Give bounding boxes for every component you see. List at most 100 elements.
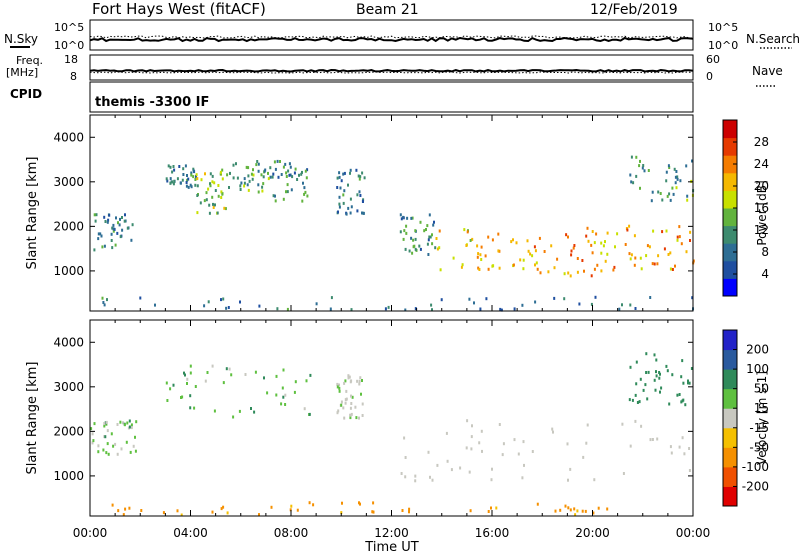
nsky-label: N.Sky — [4, 32, 38, 46]
x-tick-label: 20:00 — [575, 526, 610, 540]
echo-cell — [119, 217, 121, 221]
echo-cell — [337, 210, 339, 214]
echo-cell — [285, 190, 287, 194]
echo-cell — [275, 393, 278, 397]
echo-cell — [358, 416, 360, 420]
echo-cell — [624, 243, 627, 246]
echo-cell — [275, 374, 278, 378]
echo-cell — [103, 424, 106, 428]
echo-cell — [247, 166, 250, 170]
echo-cell — [340, 511, 343, 515]
echo-cell — [90, 427, 93, 431]
echo-cell — [361, 379, 363, 382]
echo-cell — [645, 352, 648, 356]
echo-cell — [405, 224, 408, 228]
echo-cell — [186, 174, 188, 177]
echo-cell — [408, 510, 410, 514]
power-colorbar: 28 24 20 16 12 8 4 — [722, 119, 769, 297]
colorbar-tick-label: 24 — [754, 157, 769, 171]
echo-cell — [226, 511, 229, 515]
echo-cell — [686, 198, 689, 202]
echo-cell — [271, 175, 274, 179]
echo-cell — [185, 184, 188, 188]
echo-cell — [254, 370, 257, 374]
echo-cell — [604, 259, 607, 263]
echo-cell — [336, 385, 339, 389]
echo-cell — [120, 447, 123, 451]
echo-cell — [674, 264, 676, 268]
echo-cell — [282, 368, 285, 372]
echo-cell — [340, 403, 343, 407]
echo-cell — [634, 256, 637, 260]
echo-cell — [363, 176, 366, 180]
echo-cell — [666, 194, 669, 198]
echo-cell — [685, 164, 688, 168]
echo-cell — [167, 164, 170, 168]
echo-cell — [357, 174, 360, 178]
echo-cell — [277, 175, 280, 179]
echo-cell — [203, 199, 206, 203]
echo-cell — [359, 376, 362, 380]
echo-cell — [269, 166, 272, 170]
echo-cell — [468, 470, 471, 474]
echo-cell — [430, 303, 433, 307]
echo-cell — [527, 249, 530, 253]
echo-cell — [226, 173, 229, 177]
echo-cell — [490, 478, 493, 482]
nave-tick-top: 60 — [706, 53, 720, 66]
echo-cell — [257, 169, 260, 173]
echo-cell — [563, 297, 566, 301]
echo-cell — [658, 376, 661, 380]
echo-cell — [440, 298, 443, 302]
echo-cell — [110, 239, 113, 242]
echo-cell — [629, 303, 632, 307]
echo-cell — [104, 220, 107, 223]
echo-cell — [595, 232, 598, 236]
echo-cell — [125, 440, 128, 444]
echo-cell — [216, 211, 219, 215]
echo-cell — [682, 381, 685, 385]
echo-cell — [220, 507, 223, 511]
x-tick-label: 00:00 — [676, 526, 711, 540]
echo-cell — [406, 216, 409, 220]
colorbar-tick-label: 28 — [754, 135, 769, 149]
echo-cell — [400, 472, 403, 475]
echo-cell — [635, 174, 638, 178]
echo-cell — [235, 162, 237, 166]
echo-cell — [573, 507, 576, 511]
echo-cell — [521, 476, 524, 480]
echo-cell — [130, 238, 133, 242]
noise-tick-left-top: 10^5 — [54, 21, 84, 34]
echo-cell — [360, 392, 362, 396]
echo-cell — [435, 237, 438, 240]
colorbar-frame — [722, 329, 738, 507]
echo-cell — [358, 177, 361, 181]
echo-cell — [305, 176, 308, 180]
freq-strip-frame — [89, 54, 694, 81]
echo-cell — [468, 297, 471, 301]
echo-cell — [229, 171, 231, 175]
echo-cell — [187, 177, 190, 181]
echo-cell — [626, 228, 629, 232]
echo-cell — [497, 249, 500, 253]
echo-cell — [179, 181, 182, 185]
echo-cell — [190, 173, 193, 177]
echo-cell — [659, 372, 661, 376]
echo-cell — [123, 423, 126, 427]
echo-cell — [344, 401, 347, 405]
echo-cell — [154, 303, 156, 307]
echo-cell — [166, 399, 169, 402]
echo-cell — [647, 169, 650, 172]
echo-cell — [471, 424, 473, 428]
y-tick-label: 4000 — [53, 130, 84, 144]
echo-cell — [213, 409, 216, 413]
echo-cell — [350, 379, 353, 383]
y-tick-label: 4000 — [53, 335, 84, 349]
echo-cell — [110, 432, 113, 436]
x-tick-label: 16:00 — [475, 526, 510, 540]
echo-cell — [269, 175, 272, 179]
echo-cell — [476, 255, 479, 259]
echo-cell — [301, 170, 303, 174]
echo-cell — [110, 232, 113, 236]
echo-cell — [232, 176, 235, 180]
